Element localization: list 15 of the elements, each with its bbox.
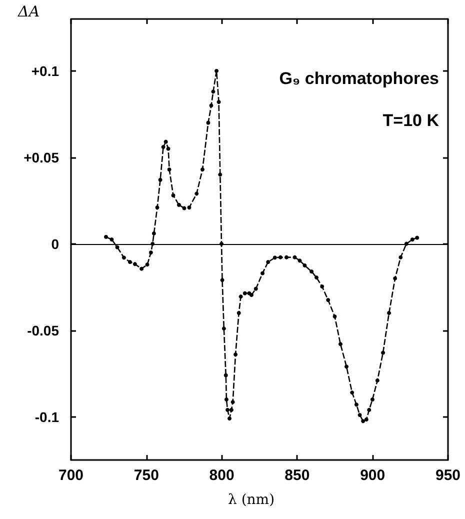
x-tick-label: 850: [284, 467, 310, 484]
x-axis-title: λ (nm): [228, 492, 275, 508]
annotation: T=10 K: [382, 111, 440, 130]
x-tick-label: 950: [435, 467, 461, 484]
y-tick-label: +0.05: [24, 149, 60, 166]
x-tick-label: 800: [209, 467, 234, 484]
y-tick-label: -0.05: [27, 322, 60, 338]
x-tick-label: 900: [360, 467, 386, 484]
y-tick-label: 0: [51, 236, 60, 252]
x-tick-label: 750: [134, 467, 159, 484]
y-tick-label: +0.1: [31, 62, 60, 79]
y-tick-label: -0.1: [34, 408, 60, 425]
x-tick-label: 700: [58, 467, 84, 484]
annotation: G₉ chromatophores: [279, 69, 439, 88]
y-axis-title: ΔA: [17, 2, 40, 20]
